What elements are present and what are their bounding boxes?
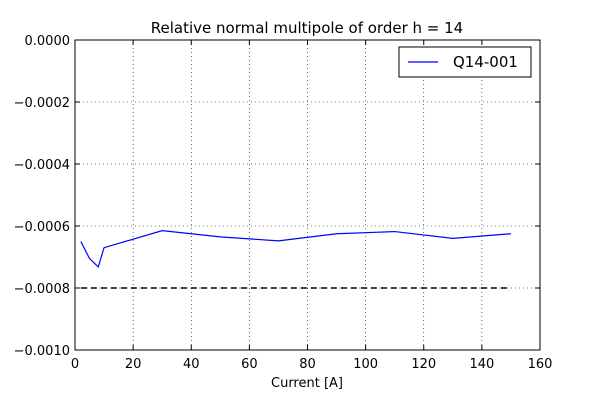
x-tick-label: 160 (528, 357, 553, 372)
y-tick-label: −0.0010 (14, 344, 70, 359)
ticks: 0 20 40 60 80 100 120 140 160 0.0000 −0.0002 −0.000… (14, 34, 553, 372)
chart-title: Relative normal multipole of order h = 1… (151, 19, 463, 37)
y-tick-label: −0.0008 (14, 282, 70, 297)
x-tick-label: 0 (71, 357, 79, 372)
x-tick-label: 80 (299, 357, 316, 372)
x-axis-label: Current [A] (271, 376, 343, 391)
legend-label-q14-001: Q14-001 (453, 53, 518, 71)
plot-frame (74, 39, 541, 351)
y-tick-label: −0.0006 (14, 220, 70, 235)
x-tick-label: 120 (411, 357, 436, 372)
x-tick-label: 100 (353, 357, 378, 372)
y-tick-label: 0.0000 (25, 34, 71, 49)
x-tick-label: 40 (183, 357, 200, 372)
series-line-q14-001 (80, 230, 511, 269)
series-layer (80, 230, 511, 289)
x-tick-label: 20 (125, 357, 142, 372)
y-tick-label: −0.0004 (14, 158, 70, 173)
x-tick-label: 140 (469, 357, 494, 372)
x-tick-label: 60 (241, 357, 258, 372)
grid (75, 40, 540, 350)
y-tick-label: −0.0002 (14, 96, 70, 111)
legend: Q14-001 (398, 46, 532, 78)
